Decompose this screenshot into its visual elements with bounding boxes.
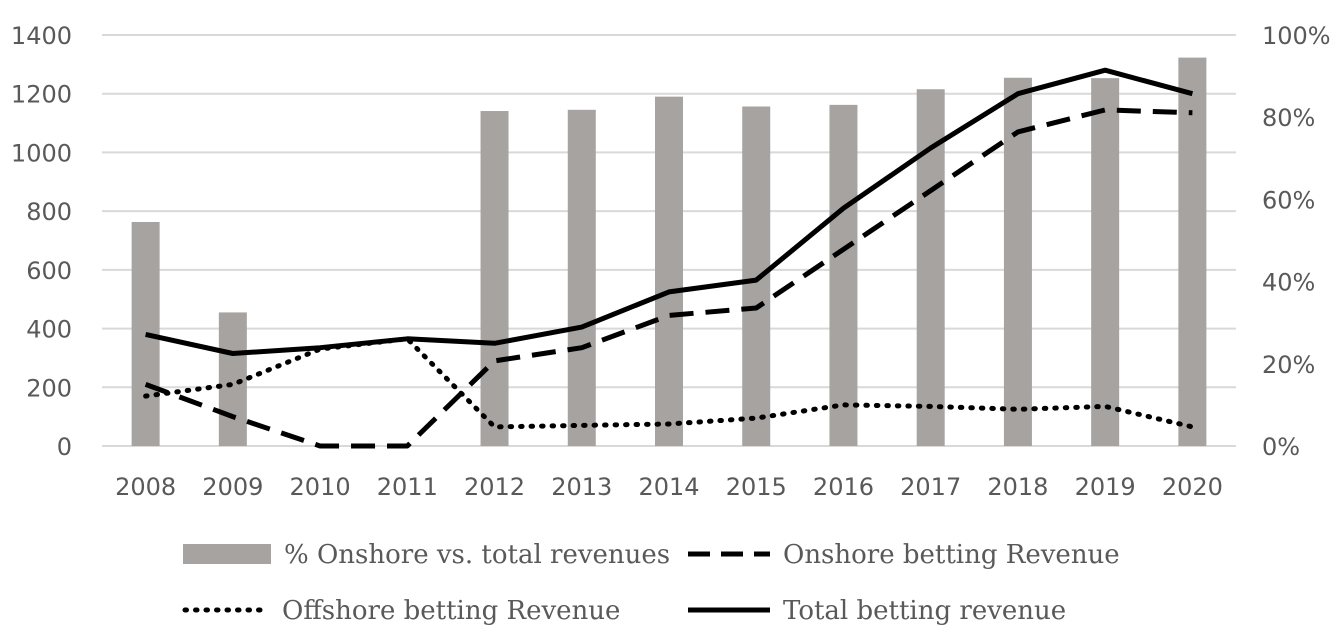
y-left-tick-label: 1000: [11, 139, 72, 167]
bar: [567, 109, 596, 446]
bar: [480, 111, 509, 446]
bar: [829, 104, 858, 447]
bar: [218, 312, 247, 446]
y-left-tick-label: 800: [26, 198, 72, 226]
legend-label-total: Total betting revenue: [783, 596, 1066, 626]
y-right-tick-label: 80%: [1262, 104, 1315, 132]
y-left-tick-label: 0: [57, 433, 72, 461]
y-right-tick-label: 60%: [1262, 186, 1315, 214]
x-tick-label: 2012: [464, 473, 525, 501]
legend-swatch-bar: [183, 544, 271, 564]
y-axis-right: 0% 20% 40% 60% 80% 100%: [1262, 22, 1331, 461]
y-right-tick-label: 20%: [1262, 351, 1315, 379]
x-axis: 2008 2009 2010 2011 2012 2013 2014 2015 2016 2017…: [115, 473, 1223, 501]
legend-item-total: Total betting revenue: [688, 596, 1066, 626]
bar: [1091, 78, 1120, 446]
y-right-tick-label: 0%: [1262, 433, 1300, 461]
x-tick-label: 2014: [638, 473, 699, 501]
y-left-tick-label: 200: [26, 374, 72, 402]
bar: [655, 96, 683, 447]
legend-label-onshore-pct: % Onshore vs. total revenues: [284, 540, 670, 570]
x-tick-label: 2016: [813, 473, 874, 501]
line-series: [143, 67, 1195, 449]
y-right-tick-label: 100%: [1262, 22, 1331, 50]
legend-label-offshore: Offshore betting Revenue: [282, 596, 620, 626]
y-left-tick-label: 400: [26, 316, 72, 344]
x-tick-label: 2010: [290, 473, 351, 501]
legend: % Onshore vs. total revenues Onshore bet…: [182, 540, 1120, 626]
x-tick-label: 2019: [1075, 473, 1136, 501]
y-axis-left: 0 200 400 600 800 1000 1200 1400: [11, 22, 72, 461]
legend-item-onshore: Onshore betting Revenue: [688, 540, 1120, 570]
y-left-tick-label: 1200: [11, 81, 72, 109]
x-tick-label: 2011: [377, 473, 438, 501]
x-tick-label: 2009: [202, 473, 263, 501]
x-tick-label: 2017: [900, 473, 961, 501]
legend-item-onshore-pct: % Onshore vs. total revenues: [183, 540, 670, 570]
series-line-solid: [145, 67, 1194, 356]
y-right-tick-label: 40%: [1262, 269, 1315, 297]
legend-item-offshore: Offshore betting Revenue: [182, 596, 620, 626]
bar-series: [131, 57, 1207, 447]
x-tick-label: 2018: [987, 473, 1048, 501]
series-line-dashed: [144, 107, 1193, 449]
x-tick-label: 2020: [1162, 473, 1223, 501]
x-tick-label: 2013: [551, 473, 612, 501]
bar: [742, 106, 771, 446]
y-left-tick-label: 1400: [11, 22, 72, 50]
x-tick-label: 2015: [726, 473, 787, 501]
bar: [1178, 57, 1207, 446]
y-left-tick-label: 600: [26, 257, 72, 285]
legend-label-onshore: Onshore betting Revenue: [783, 540, 1120, 570]
bar: [1003, 77, 1032, 446]
x-tick-label: 2008: [115, 473, 176, 501]
